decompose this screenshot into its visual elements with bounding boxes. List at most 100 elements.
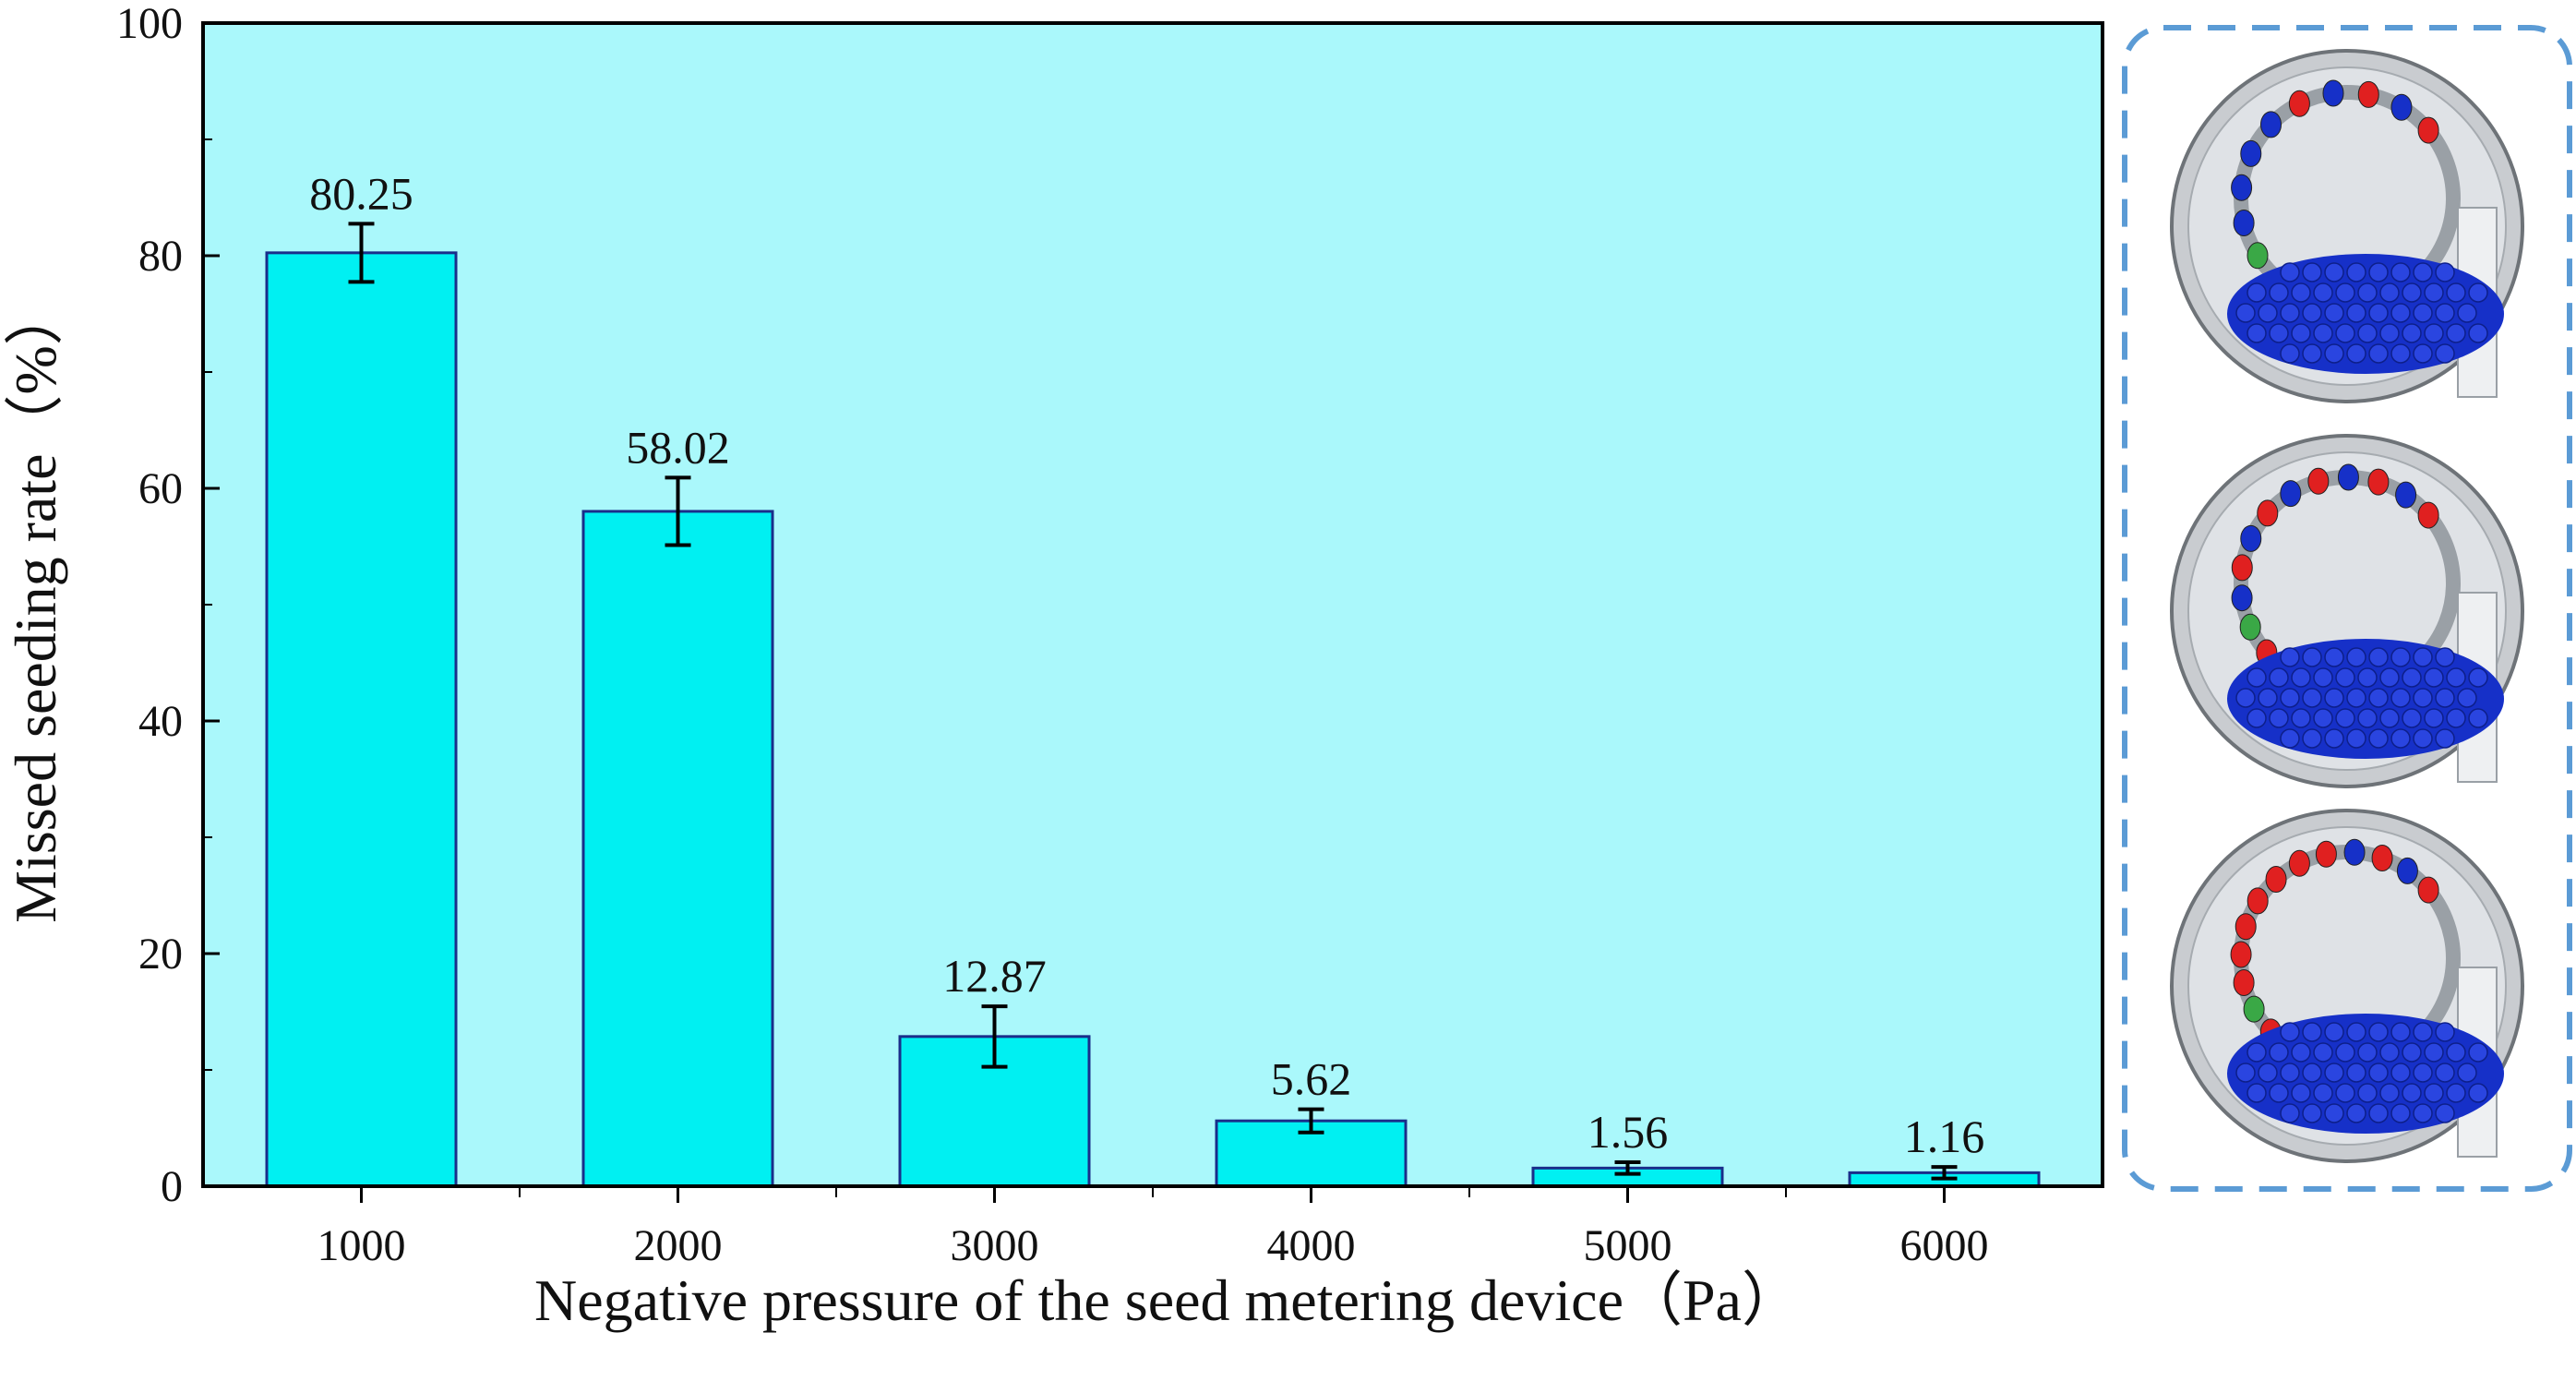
pile-seed [2379,323,2400,343]
pile-seed [2280,647,2300,667]
pile-seed [2269,1042,2289,1063]
x-axis-title: Negative pressure of the seed metering d… [534,1267,1801,1333]
pile-seed [2413,1022,2433,1042]
pile-seed [2291,1083,2311,1103]
pile-seed [2402,1083,2422,1103]
pile-seed [2390,1022,2411,1042]
pile-seed [2424,1083,2444,1103]
pile-seed [2302,647,2322,667]
pile-seed [2368,728,2389,749]
pile-seed [2435,688,2455,708]
x-tick-label: 5000 [1584,1221,1672,1270]
data-label: 1.16 [1904,1111,1985,1162]
pile-seed [2247,708,2267,728]
pile-seed [2324,1103,2344,1123]
pile-seed [2446,1083,2466,1103]
seed [2233,210,2255,237]
pile-seed [2291,282,2311,303]
pile-seed [2390,1103,2411,1123]
pile-seed [2446,708,2466,728]
seed [2417,501,2439,529]
seed [2247,242,2269,270]
pile-seed [2247,323,2267,343]
pile-seed [2468,1042,2488,1063]
pile-seed [2302,1063,2322,1083]
pile-seed [2379,282,2400,303]
pile-seed [2435,303,2455,323]
pile-seed [2235,303,2256,323]
pile-seed [2379,1042,2400,1063]
y-tick-label: 0 [161,1162,183,1211]
pile-seed [2269,282,2289,303]
pile-seed [2413,647,2433,667]
pile-seed [2368,1022,2389,1042]
pile-seed [2247,282,2267,303]
pile-seed [2446,1042,2466,1063]
pile-seed [2302,343,2322,364]
pile-seed [2468,708,2488,728]
pile-seed [2435,343,2455,364]
pile-seed [2379,667,2400,688]
pile-seed [2302,688,2322,708]
pile-seed [2247,1083,2267,1103]
pile-seed [2335,667,2355,688]
pile-seed [2235,688,2256,708]
pile-seed [2435,1103,2455,1123]
pile-seed [2247,667,2267,688]
seed [2315,840,2337,868]
seed [2280,480,2302,508]
x-tick-label: 4000 [1267,1221,1356,1270]
pile-seed [2324,343,2344,364]
pile-seed [2402,708,2422,728]
pile-seed [2424,708,2444,728]
seed [2417,116,2439,144]
pile-seed [2446,667,2466,688]
pile-seed [2280,262,2300,282]
pile-seed [2280,343,2300,364]
bar-series: 80.25 58.02 12.87 5.62 1.56 1.16 [265,167,2041,1188]
pile-seed [2357,667,2378,688]
pile-seed [2258,303,2278,323]
seed [2235,913,2257,941]
plot-area [203,23,2103,1186]
simulation-panel [2170,809,2524,1163]
pile-seed [2435,1063,2455,1083]
pile-seed [2413,688,2433,708]
y-axis-title: Missed seeding rate（%） [3,286,68,923]
pile-seed [2435,647,2455,667]
pile-seed [2446,323,2466,343]
pile-seed [2346,262,2366,282]
pile-seed [2402,323,2422,343]
pile-seed [2346,343,2366,364]
seed [2257,499,2279,527]
pile-seed [2424,667,2444,688]
inset-dashed-border [2122,25,2572,1192]
pile-seed [2390,1063,2411,1083]
simulation-inset [2122,25,2572,1192]
pile-seed [2280,688,2300,708]
seed [2243,995,2265,1023]
x-tick-label: 6000 [1900,1221,1989,1270]
pile-seed [2280,303,2300,323]
seed [2231,174,2253,201]
pile-seed [2357,1042,2378,1063]
pile-seed [2346,688,2366,708]
data-label: 12.87 [942,950,1047,1002]
pile-seed [2424,323,2444,343]
pile-seed [2269,323,2289,343]
bar-2000 [581,510,774,1188]
pile-seed [2324,262,2344,282]
pile-seed [2335,323,2355,343]
pile-seed [2468,282,2488,303]
pile-seed [2313,323,2333,343]
simulation-panel [2170,434,2524,788]
pile-seed [2313,1083,2333,1103]
pile-seed [2413,343,2433,364]
data-label: 80.25 [309,167,413,219]
pile-seed [2324,728,2344,749]
x-axis: 1000 2000 3000 4000 5000 6000 [318,1186,1989,1270]
data-label: 1.56 [1588,1106,1669,1158]
pile-seed [2390,728,2411,749]
pile-seed [2269,1083,2289,1103]
